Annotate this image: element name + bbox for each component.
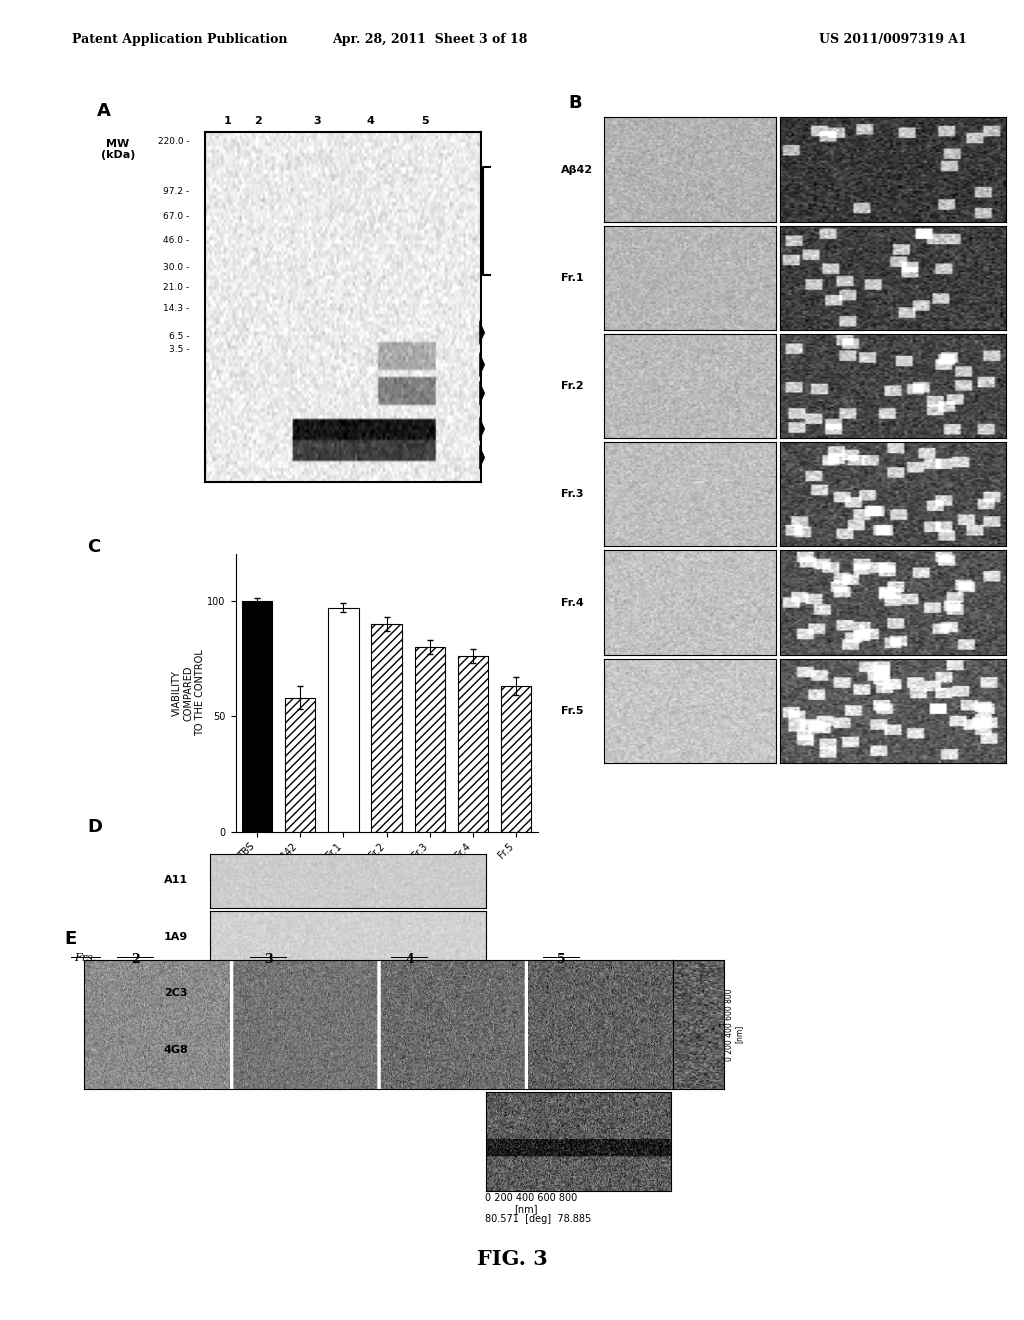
Text: 3: 3: [264, 953, 272, 966]
Polygon shape: [479, 416, 485, 442]
Bar: [501, 686, 531, 832]
Text: Fr.5: Fr.5: [561, 706, 584, 715]
Text: 2: 2: [131, 953, 139, 966]
Text: MW
(kDa): MW (kDa): [100, 139, 135, 160]
Text: 2: 2: [254, 116, 262, 127]
Bar: [329, 607, 358, 832]
Text: 14.3 -: 14.3 -: [163, 305, 189, 313]
Text: 4G8: 4G8: [164, 1045, 188, 1055]
Text: 220.0 -: 220.0 -: [158, 137, 189, 145]
Text: Aβ42: Aβ42: [561, 165, 593, 174]
Text: A11: A11: [164, 875, 188, 884]
Polygon shape: [479, 380, 485, 407]
Text: 30.0 -: 30.0 -: [163, 264, 189, 272]
Text: 46.0 -: 46.0 -: [163, 236, 189, 244]
Text: Frs.: Frs.: [74, 953, 96, 964]
Y-axis label: VIABILITY
COMPARED
TO THE CONTROL: VIABILITY COMPARED TO THE CONTROL: [171, 649, 205, 737]
Text: 2C3: 2C3: [164, 989, 187, 998]
Text: US 2011/0097319 A1: US 2011/0097319 A1: [819, 33, 967, 46]
Text: Fr.3: Fr.3: [561, 490, 584, 499]
Bar: [285, 697, 315, 832]
Text: Fr.4: Fr.4: [561, 598, 584, 607]
Text: Fr.1: Fr.1: [561, 273, 584, 282]
Text: 97.2 -: 97.2 -: [163, 187, 189, 195]
Text: Patent Application Publication: Patent Application Publication: [72, 33, 287, 46]
Text: D: D: [87, 817, 102, 836]
Text: 4: 4: [367, 116, 375, 127]
Text: 3.5 -: 3.5 -: [169, 346, 189, 354]
Text: 21.0 -: 21.0 -: [163, 284, 189, 292]
Text: 0 200 400 600 800: 0 200 400 600 800: [725, 987, 733, 1061]
Polygon shape: [479, 445, 485, 470]
Text: A: A: [97, 102, 112, 120]
Text: E: E: [65, 929, 77, 948]
Bar: [415, 647, 444, 832]
Bar: [372, 624, 401, 832]
Polygon shape: [479, 352, 485, 378]
Text: 0 200 400 600 800: 0 200 400 600 800: [485, 1193, 578, 1204]
Text: 80.571  [deg]  78.885: 80.571 [deg] 78.885: [485, 1214, 592, 1225]
Text: 67.0 -: 67.0 -: [163, 213, 189, 220]
Text: 5: 5: [557, 953, 565, 966]
Text: 1: 1: [223, 116, 231, 127]
Text: 4: 4: [406, 953, 414, 966]
Text: [nm]: [nm]: [735, 1024, 743, 1043]
Text: C: C: [87, 537, 100, 556]
Text: Apr. 28, 2011  Sheet 3 of 18: Apr. 28, 2011 Sheet 3 of 18: [333, 33, 527, 46]
Text: [nm]: [nm]: [514, 1204, 538, 1214]
Text: B: B: [568, 94, 582, 112]
Polygon shape: [479, 319, 485, 346]
Text: 3: 3: [313, 116, 322, 127]
Text: Fr.2: Fr.2: [561, 381, 584, 391]
Text: 1A9: 1A9: [164, 932, 188, 941]
Text: FIG. 3: FIG. 3: [476, 1249, 548, 1269]
Bar: [242, 601, 272, 832]
Bar: [458, 656, 488, 832]
Text: 5: 5: [421, 116, 429, 127]
Text: 6.5 -: 6.5 -: [169, 333, 189, 341]
